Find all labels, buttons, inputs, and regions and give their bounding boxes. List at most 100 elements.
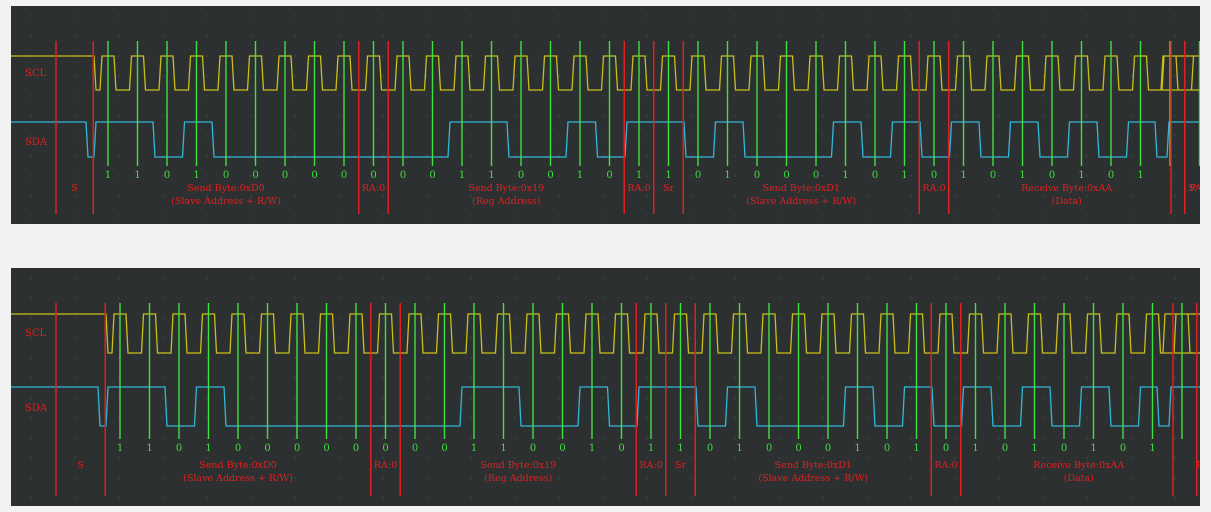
grid-dot: [470, 215, 472, 217]
grid-dot: [1130, 55, 1132, 57]
grid-dot: [382, 397, 384, 399]
bit-label: 0: [370, 170, 376, 181]
grid-dot: [382, 417, 384, 419]
segment-sublabel: (Slave Address + R/W): [746, 196, 856, 207]
grid-dot: [294, 95, 296, 97]
grid-dot: [426, 337, 428, 339]
grid-dot: [250, 337, 252, 339]
grid-dot: [734, 95, 736, 97]
grid-dot: [734, 155, 736, 157]
grid-dot: [514, 317, 516, 319]
grid-dot: [646, 115, 648, 117]
grid-dot: [338, 377, 340, 379]
grid-dot: [206, 277, 208, 279]
grid-dot: [734, 215, 736, 217]
grid-dot: [866, 15, 868, 17]
grid-dot: [426, 417, 428, 419]
bit-label: 0: [931, 170, 937, 181]
grid-dot: [866, 215, 868, 217]
grid-dot: [470, 195, 472, 197]
grid-dot: [558, 75, 560, 77]
grid-dot: [1042, 75, 1044, 77]
grid-dot: [822, 115, 824, 117]
bit-label: 1: [1019, 170, 1025, 181]
grid-dot: [822, 277, 824, 279]
grid-dot: [426, 175, 428, 177]
grid-dot: [162, 397, 164, 399]
grid-dot: [30, 417, 32, 419]
grid-dot: [294, 55, 296, 57]
grid-dot: [866, 277, 868, 279]
grid-dot: [250, 135, 252, 137]
grid-dot: [470, 337, 472, 339]
grid-dot: [250, 357, 252, 359]
waveform-panel-2: 1 1 0 1 0 0 0 0 0 0 0 0 1 1 0 0 1 0 1 1 0 1 0 0 0 1 0 1 0 1 0 1 0 1 0 1 S Sen…: [11, 268, 1200, 506]
grid-dot: [602, 195, 604, 197]
grid-dot: [338, 357, 340, 359]
grid-dot: [294, 195, 296, 197]
grid-dot: [74, 317, 76, 319]
grid-dot: [162, 115, 164, 117]
grid-dot: [866, 317, 868, 319]
grid-dot: [162, 95, 164, 97]
bit-label: 1: [1149, 443, 1155, 454]
grid-dot: [690, 337, 692, 339]
grid-dot: [514, 417, 516, 419]
grid-dot: [822, 317, 824, 319]
grid-dot: [1086, 477, 1088, 479]
grid-dot: [338, 497, 340, 499]
grid-dot: [162, 35, 164, 37]
grid-dot: [470, 135, 472, 137]
segment-label: Send Byte:0xD0: [187, 183, 264, 194]
grid-dot: [426, 115, 428, 117]
grid-dot: [910, 35, 912, 37]
grid-dot: [1042, 95, 1044, 97]
grid-dot: [30, 75, 32, 77]
grid-dot: [382, 497, 384, 499]
segment-sublabel: (Slave Address + R/W): [758, 473, 868, 484]
grid-dot: [866, 397, 868, 399]
grid-dot: [382, 35, 384, 37]
grid-dot: [1086, 297, 1088, 299]
grid-dot: [1086, 95, 1088, 97]
grid-dot: [1130, 357, 1132, 359]
grid-dot: [602, 317, 604, 319]
grid-dot: [1042, 417, 1044, 419]
grid-dot: [382, 175, 384, 177]
bit-label: 0: [1002, 443, 1008, 454]
grid-dot: [602, 337, 604, 339]
grid-dot: [1130, 277, 1132, 279]
grid-dot: [1130, 317, 1132, 319]
grid-dot: [690, 277, 692, 279]
grid-dot: [206, 377, 208, 379]
grid-dot: [514, 337, 516, 339]
grid-dot: [382, 337, 384, 339]
bit-label: 0: [695, 170, 701, 181]
grid-dot: [470, 397, 472, 399]
grid-dot: [734, 55, 736, 57]
segment-label: Send Byte:0x19: [468, 183, 544, 194]
grid-dot: [602, 437, 604, 439]
grid-dot: [1086, 135, 1088, 137]
grid-dot: [558, 135, 560, 137]
bit-label: 1: [1078, 170, 1084, 181]
grid-dot: [294, 35, 296, 37]
bit-label: 1: [459, 170, 465, 181]
bit-label: 0: [872, 170, 878, 181]
grid-dot: [602, 297, 604, 299]
grid-dot: [954, 397, 956, 399]
grid-dot: [162, 337, 164, 339]
bit-label: 1: [724, 170, 730, 181]
bit-label: 1: [134, 170, 140, 181]
grid-dot: [206, 337, 208, 339]
grid-dot: [250, 115, 252, 117]
grid-dot: [30, 357, 32, 359]
grid-dot: [778, 417, 780, 419]
grid-dot: [514, 297, 516, 299]
grid-dot: [602, 215, 604, 217]
segment-label: Send Byte:0x19: [480, 460, 556, 471]
bit-label: 0: [813, 170, 819, 181]
grid-dot: [558, 497, 560, 499]
grid-dot: [250, 457, 252, 459]
grid-dot: [734, 497, 736, 499]
